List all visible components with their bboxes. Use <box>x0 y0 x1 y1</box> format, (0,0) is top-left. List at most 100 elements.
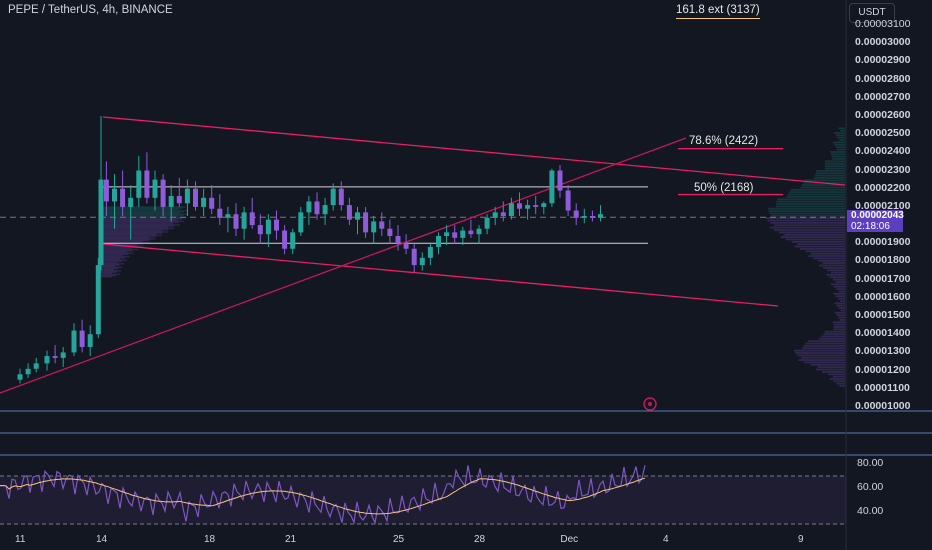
profile-bar-right <box>769 212 845 215</box>
candle-body <box>363 212 369 233</box>
profile-bar-right <box>838 127 845 130</box>
price-tick: 0.00003100 <box>855 18 911 30</box>
profile-bar-right <box>833 326 845 328</box>
candle-body <box>241 212 247 229</box>
rsi-line <box>0 465 646 525</box>
candle-body <box>492 212 498 218</box>
profile-bar-right <box>767 207 845 210</box>
profile-bar-right <box>817 366 845 369</box>
candle-body <box>168 195 174 207</box>
profile-bar-right <box>790 188 845 191</box>
candle-body <box>355 212 360 220</box>
profile-bar-right <box>829 151 845 153</box>
profile-bar-left <box>100 274 116 277</box>
profile-bar-right <box>769 226 845 229</box>
candle-body <box>330 188 336 206</box>
candle-body <box>371 221 377 233</box>
profile-bar-left <box>100 271 117 273</box>
candle-body <box>525 205 531 209</box>
profile-bar-right <box>833 380 845 383</box>
profile-bar-right <box>832 158 845 160</box>
profile-bar-right <box>775 205 845 208</box>
price-tick: 0.00001900 <box>855 236 911 249</box>
profile-bar-left <box>100 225 175 227</box>
price-tick: 0.00001500 <box>855 309 911 322</box>
profile-bar-right <box>837 297 845 300</box>
candle-body <box>419 257 425 266</box>
profile-bar-right <box>832 321 845 324</box>
profile-bar-right <box>834 143 845 146</box>
profile-bar-right <box>818 337 845 340</box>
wedge-lower-line <box>102 243 779 307</box>
profile-bar-right <box>836 281 845 283</box>
fib-50-label: 50% (2168) <box>694 182 754 194</box>
profile-bar-right <box>833 285 845 288</box>
last-price: 0.00002043 <box>851 210 904 221</box>
profile-bar-left <box>100 267 119 270</box>
profile-bar-left <box>100 206 186 208</box>
candle-body <box>44 356 50 364</box>
candle-body <box>136 170 142 198</box>
profile-bar-right <box>835 134 845 137</box>
price-tick: 0.00002900 <box>855 54 911 67</box>
profile-bar-right <box>794 245 845 248</box>
candle-body <box>201 197 207 207</box>
profile-bar-right <box>838 316 845 319</box>
price-tick: 0.00002700 <box>855 90 911 103</box>
profile-bar-right <box>829 276 845 279</box>
profile-bar-right <box>803 344 845 347</box>
price-tick: 0.00001400 <box>855 327 911 340</box>
profile-bar-left <box>100 237 150 239</box>
price-tick: 0.00002400 <box>855 145 911 158</box>
profile-bar-left <box>100 248 139 251</box>
candle-body <box>120 188 126 207</box>
profile-bar-left <box>100 261 118 264</box>
candle-body <box>533 205 539 207</box>
candle-body <box>500 212 506 216</box>
profile-bar-right <box>835 295 845 298</box>
time-tick: 25 <box>393 534 405 545</box>
currency-button[interactable]: USDT <box>849 3 895 23</box>
candle-body <box>103 179 109 202</box>
volume-profile <box>100 127 845 387</box>
profile-bar-right <box>802 347 845 350</box>
profile-bar-right <box>839 385 845 387</box>
profile-bar-left <box>100 222 174 225</box>
profile-bar-right <box>815 172 845 175</box>
time-tick: 18 <box>204 534 216 545</box>
profile-bar-right <box>840 129 845 132</box>
candle-body <box>209 197 215 209</box>
profile-bar-left <box>100 229 163 232</box>
candle-body <box>265 219 271 235</box>
profile-bar-right <box>805 342 845 345</box>
profile-bar-right <box>801 184 845 186</box>
profile-bar-right <box>770 222 845 224</box>
profile-bar-right <box>797 354 845 357</box>
profile-bar-left <box>100 257 125 259</box>
symbol-title[interactable]: PEPE / TetherUS, 4h, BINANCE <box>8 4 173 16</box>
price-tick: 0.00002800 <box>855 72 911 85</box>
profile-bar-left <box>100 215 180 218</box>
profile-bar-right <box>821 335 845 338</box>
profile-bar-right <box>839 139 845 142</box>
candle-body <box>444 232 450 237</box>
profile-bar-left <box>100 221 179 224</box>
profile-bar-right <box>832 375 845 378</box>
profile-bar-left <box>100 240 144 243</box>
profile-bar-left <box>100 228 169 231</box>
price-tick: 0.00001100 <box>855 381 910 394</box>
candle-body <box>589 216 595 218</box>
profile-bar-left <box>100 253 129 256</box>
candle-body <box>52 356 58 358</box>
profile-bar-right <box>818 264 845 267</box>
candle-body <box>549 170 555 204</box>
alert-icon <box>643 397 657 411</box>
profile-bar-right <box>804 179 845 182</box>
candle-body <box>484 217 490 229</box>
profile-bar-left <box>100 264 120 266</box>
profile-bar-right <box>826 274 845 276</box>
candle-body <box>508 203 514 216</box>
profile-bar-right <box>840 300 845 302</box>
time-tick: 11 <box>15 534 26 545</box>
candle-body <box>452 232 458 238</box>
